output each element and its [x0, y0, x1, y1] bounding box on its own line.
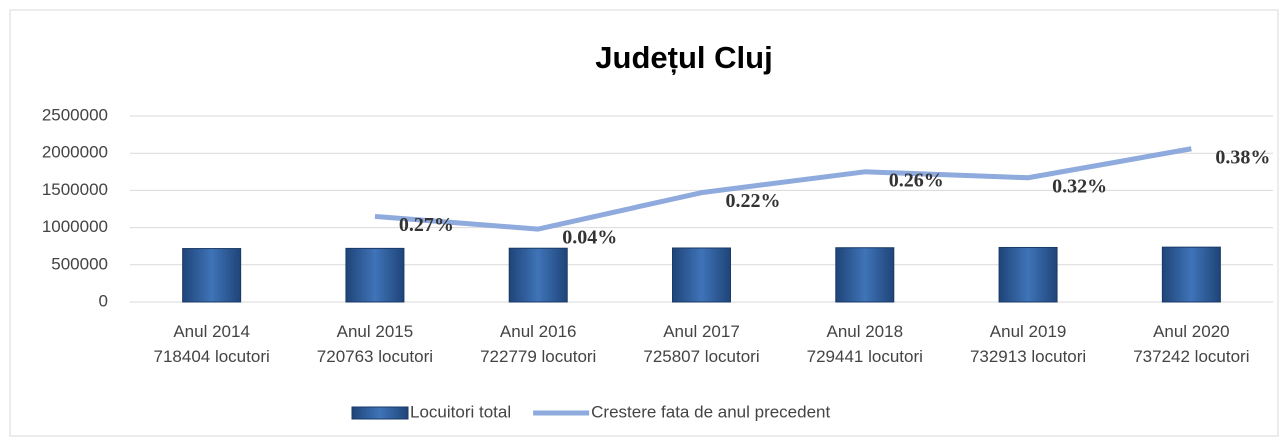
data-label: 0.04%: [562, 227, 617, 249]
x-tick-label: Anul 2016 722779 locutori: [480, 322, 596, 366]
x-tick-line: Anul 2019: [990, 322, 1067, 341]
y-tick-label: 1500000: [42, 180, 108, 199]
data-label: 0.38%: [1215, 146, 1270, 168]
x-tick-line: Anul 2015: [337, 322, 414, 341]
bar: [508, 247, 568, 303]
x-tick-line: 722779 locutori: [480, 347, 596, 366]
x-tick-label: Anul 2015 720763 locutori: [317, 322, 433, 366]
y-tick-label: 2000000: [42, 143, 108, 162]
bar: [998, 246, 1058, 303]
x-tick-line: 720763 locutori: [317, 347, 433, 366]
x-tick-line: 718404 locutori: [154, 347, 270, 366]
bar: [345, 247, 405, 303]
x-tick-label: Anul 2014 718404 locutori: [154, 322, 270, 366]
x-tick-line: Anul 2016: [500, 322, 577, 341]
y-tick-label: 2500000: [42, 105, 108, 124]
legend-swatch: [351, 406, 409, 420]
x-tick-line: Anul 2014: [173, 322, 250, 341]
x-tick-line: Anul 2018: [826, 322, 903, 341]
x-tick-label: Anul 2018 729441 locutori: [807, 322, 923, 366]
x-tick-line: Anul 2020: [1153, 322, 1230, 341]
line: [374, 146, 1192, 232]
legend-label: Locuitori total: [410, 402, 511, 421]
legend-label: Crestere fata de anul precedent: [591, 402, 830, 421]
x-tick-label: Anul 2020 737242 locutori: [1133, 322, 1249, 366]
data-label: 0.26%: [889, 169, 944, 191]
x-tick-label: Anul 2017 725807 locutori: [643, 322, 759, 366]
data-label: 0.32%: [1052, 175, 1107, 197]
chart-title: Județul Cluj: [595, 40, 772, 75]
x-tick-line: 737242 locutori: [1133, 347, 1249, 366]
data-label: 0.22%: [726, 190, 781, 212]
chart-border: [9, 9, 1279, 437]
bar: [182, 248, 242, 303]
data-label: 0.27%: [399, 214, 454, 236]
y-tick-label: 1000000: [42, 217, 108, 236]
x-tick-line: Anul 2017: [663, 322, 740, 341]
x-tick-line: 725807 locutori: [643, 347, 759, 366]
x-tick-line: 732913 locutori: [970, 347, 1086, 366]
x-tick-line: 729441 locutori: [807, 347, 923, 366]
bar: [835, 247, 895, 303]
bar: [1161, 246, 1221, 303]
y-tick-label: 0: [99, 291, 108, 310]
y-tick-label: 500000: [51, 254, 108, 273]
x-tick-label: Anul 2019 732913 locutori: [970, 322, 1086, 366]
bar: [672, 247, 731, 303]
